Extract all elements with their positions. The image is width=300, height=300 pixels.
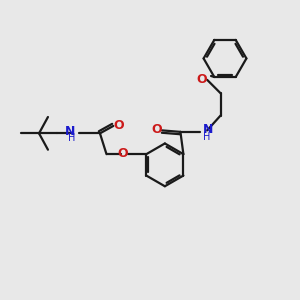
Text: N: N bbox=[65, 125, 76, 138]
Text: N: N bbox=[203, 123, 214, 136]
Text: H: H bbox=[68, 134, 76, 143]
Text: H: H bbox=[203, 132, 211, 142]
Text: O: O bbox=[118, 147, 128, 160]
Text: O: O bbox=[197, 73, 207, 86]
Text: O: O bbox=[152, 123, 162, 136]
Text: O: O bbox=[113, 119, 124, 132]
